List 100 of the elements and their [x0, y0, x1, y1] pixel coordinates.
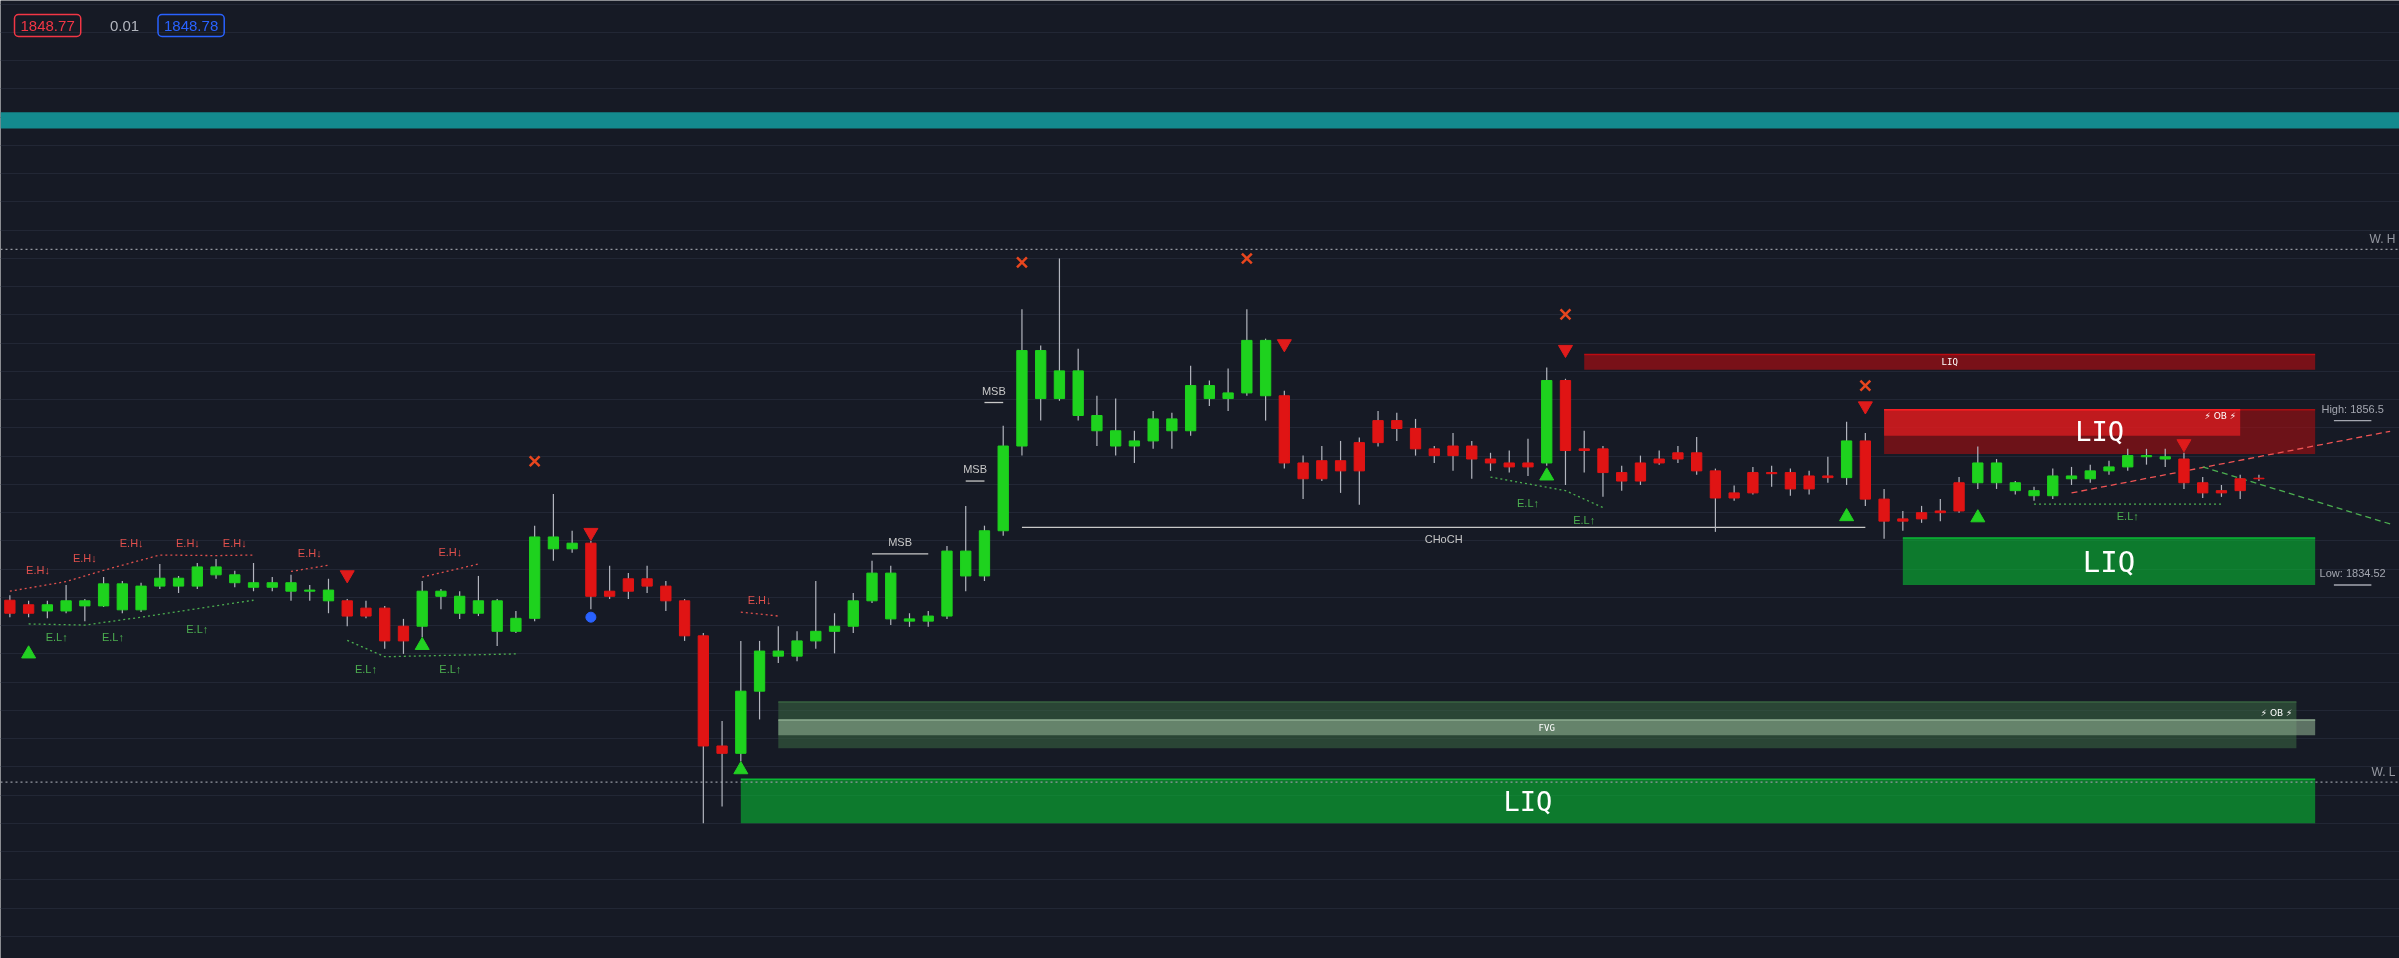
candlestick: [547, 493, 560, 562]
candlestick: [1503, 449, 1515, 474]
series-label: E.H↓: [222, 537, 247, 550]
text: E.H↓: [176, 537, 200, 550]
point: [1839, 508, 1855, 522]
series-label: MSB: [888, 535, 913, 548]
candlestick: [1990, 458, 2003, 490]
point: [585, 611, 597, 623]
point: [1240, 252, 1254, 265]
candlestick: [1110, 397, 1122, 457]
candlestick: [1578, 430, 1590, 474]
text: E.H↓: [72, 552, 97, 565]
candlestick: [97, 576, 110, 608]
candlestick: [60, 584, 72, 614]
candlestick: [1466, 440, 1478, 480]
candlestick: [4, 594, 16, 618]
candlestick: [435, 588, 447, 610]
candlestick: [2234, 474, 2246, 500]
candlestick: [2103, 460, 2115, 476]
candlestick: [1091, 395, 1103, 447]
series-label: FVG: [1538, 722, 1555, 733]
text: E.H↓: [119, 537, 144, 550]
point: [1559, 308, 1572, 321]
candlestick: [210, 558, 222, 580]
point: [21, 645, 37, 659]
candlestick: [1316, 445, 1328, 482]
series-label: MSB: [981, 384, 1006, 397]
candlestick: [1522, 438, 1534, 477]
series-label: E.H↓: [438, 546, 463, 559]
candlestick: [1972, 445, 1984, 490]
series-label: Low: 1834.52: [2319, 566, 2386, 579]
candlestick: [397, 618, 410, 655]
series-label: LIQ: [1941, 357, 1958, 368]
candlestick: [660, 580, 672, 612]
point: [1859, 379, 1872, 392]
point: [1557, 344, 1573, 358]
candlestick: [1803, 470, 1815, 496]
candlestick: [1822, 456, 1834, 484]
candlestick: [1765, 465, 1778, 488]
candlestick: [1634, 455, 1647, 486]
candlestick: [247, 562, 260, 592]
candlestick: [1616, 465, 1628, 492]
candlestick: [135, 582, 147, 613]
point: [733, 761, 749, 775]
candlestick: [1222, 368, 1234, 412]
candlestick: [322, 578, 335, 614]
series-label: ⚡ OB ⚡: [2204, 411, 2237, 422]
candlestick: [1147, 410, 1159, 450]
series-label: CHoCH: [1424, 533, 1463, 546]
text: E.L↑: [1516, 496, 1539, 509]
candlestick: [285, 574, 297, 602]
candlestick: [1372, 410, 1384, 448]
series-label: LIQ: [2075, 416, 2125, 448]
candlestick: [2084, 464, 2096, 484]
point: [414, 636, 430, 650]
candlestick: [1409, 418, 1422, 457]
candlestick: [341, 598, 353, 627]
series-label: E.L↑: [2116, 510, 2139, 523]
candlestick: [454, 590, 466, 620]
candlestick: [1166, 412, 1178, 450]
candlestick: [1297, 455, 1309, 500]
candlestick: [510, 610, 522, 634]
candlestick: [2047, 468, 2059, 500]
series-label: ⚡ OB ⚡: [2260, 708, 2293, 719]
candlestick: [1691, 436, 1703, 476]
candlestick: [1784, 468, 1797, 497]
candlestick: [791, 630, 803, 662]
candlestick: [1447, 432, 1459, 472]
candlestick: [641, 565, 653, 594]
candlestick: [1203, 379, 1216, 407]
candlestick: [810, 580, 822, 650]
series-label: LIQ: [2082, 544, 2136, 579]
text: E.L↑: [354, 662, 377, 675]
candlestick: [828, 612, 841, 654]
series-label: E.L↑: [1573, 513, 1596, 526]
text: E.L↑: [101, 631, 124, 644]
ref-line-label: W. H: [2369, 232, 2396, 247]
candlestick: [1747, 466, 1759, 496]
series-label: High: 1856.5: [2321, 402, 2384, 415]
candlestick: [2028, 486, 2040, 502]
series-label: E.H↓: [747, 594, 772, 607]
text: 1848.78: [164, 16, 219, 34]
candlestick: [1334, 440, 1347, 494]
candlestick: [472, 575, 485, 617]
candlestick: [1391, 412, 1403, 442]
candlestick: [191, 562, 203, 590]
candlestick: [1897, 510, 1909, 532]
text: E.L↑: [186, 623, 209, 636]
candlestick: [1672, 445, 1684, 464]
candlestick: [603, 565, 616, 600]
candlestick: [566, 530, 578, 554]
candlestick: [1878, 488, 1890, 540]
point: [528, 455, 541, 468]
point: [1970, 509, 1986, 523]
series-label: MSB: [963, 463, 988, 476]
series-label: E.L↑: [45, 631, 68, 644]
candlestick: [1128, 430, 1141, 464]
series-label: E.L↑: [439, 662, 462, 675]
text: 1848.77: [20, 16, 75, 34]
candlestick: [1934, 498, 1946, 522]
